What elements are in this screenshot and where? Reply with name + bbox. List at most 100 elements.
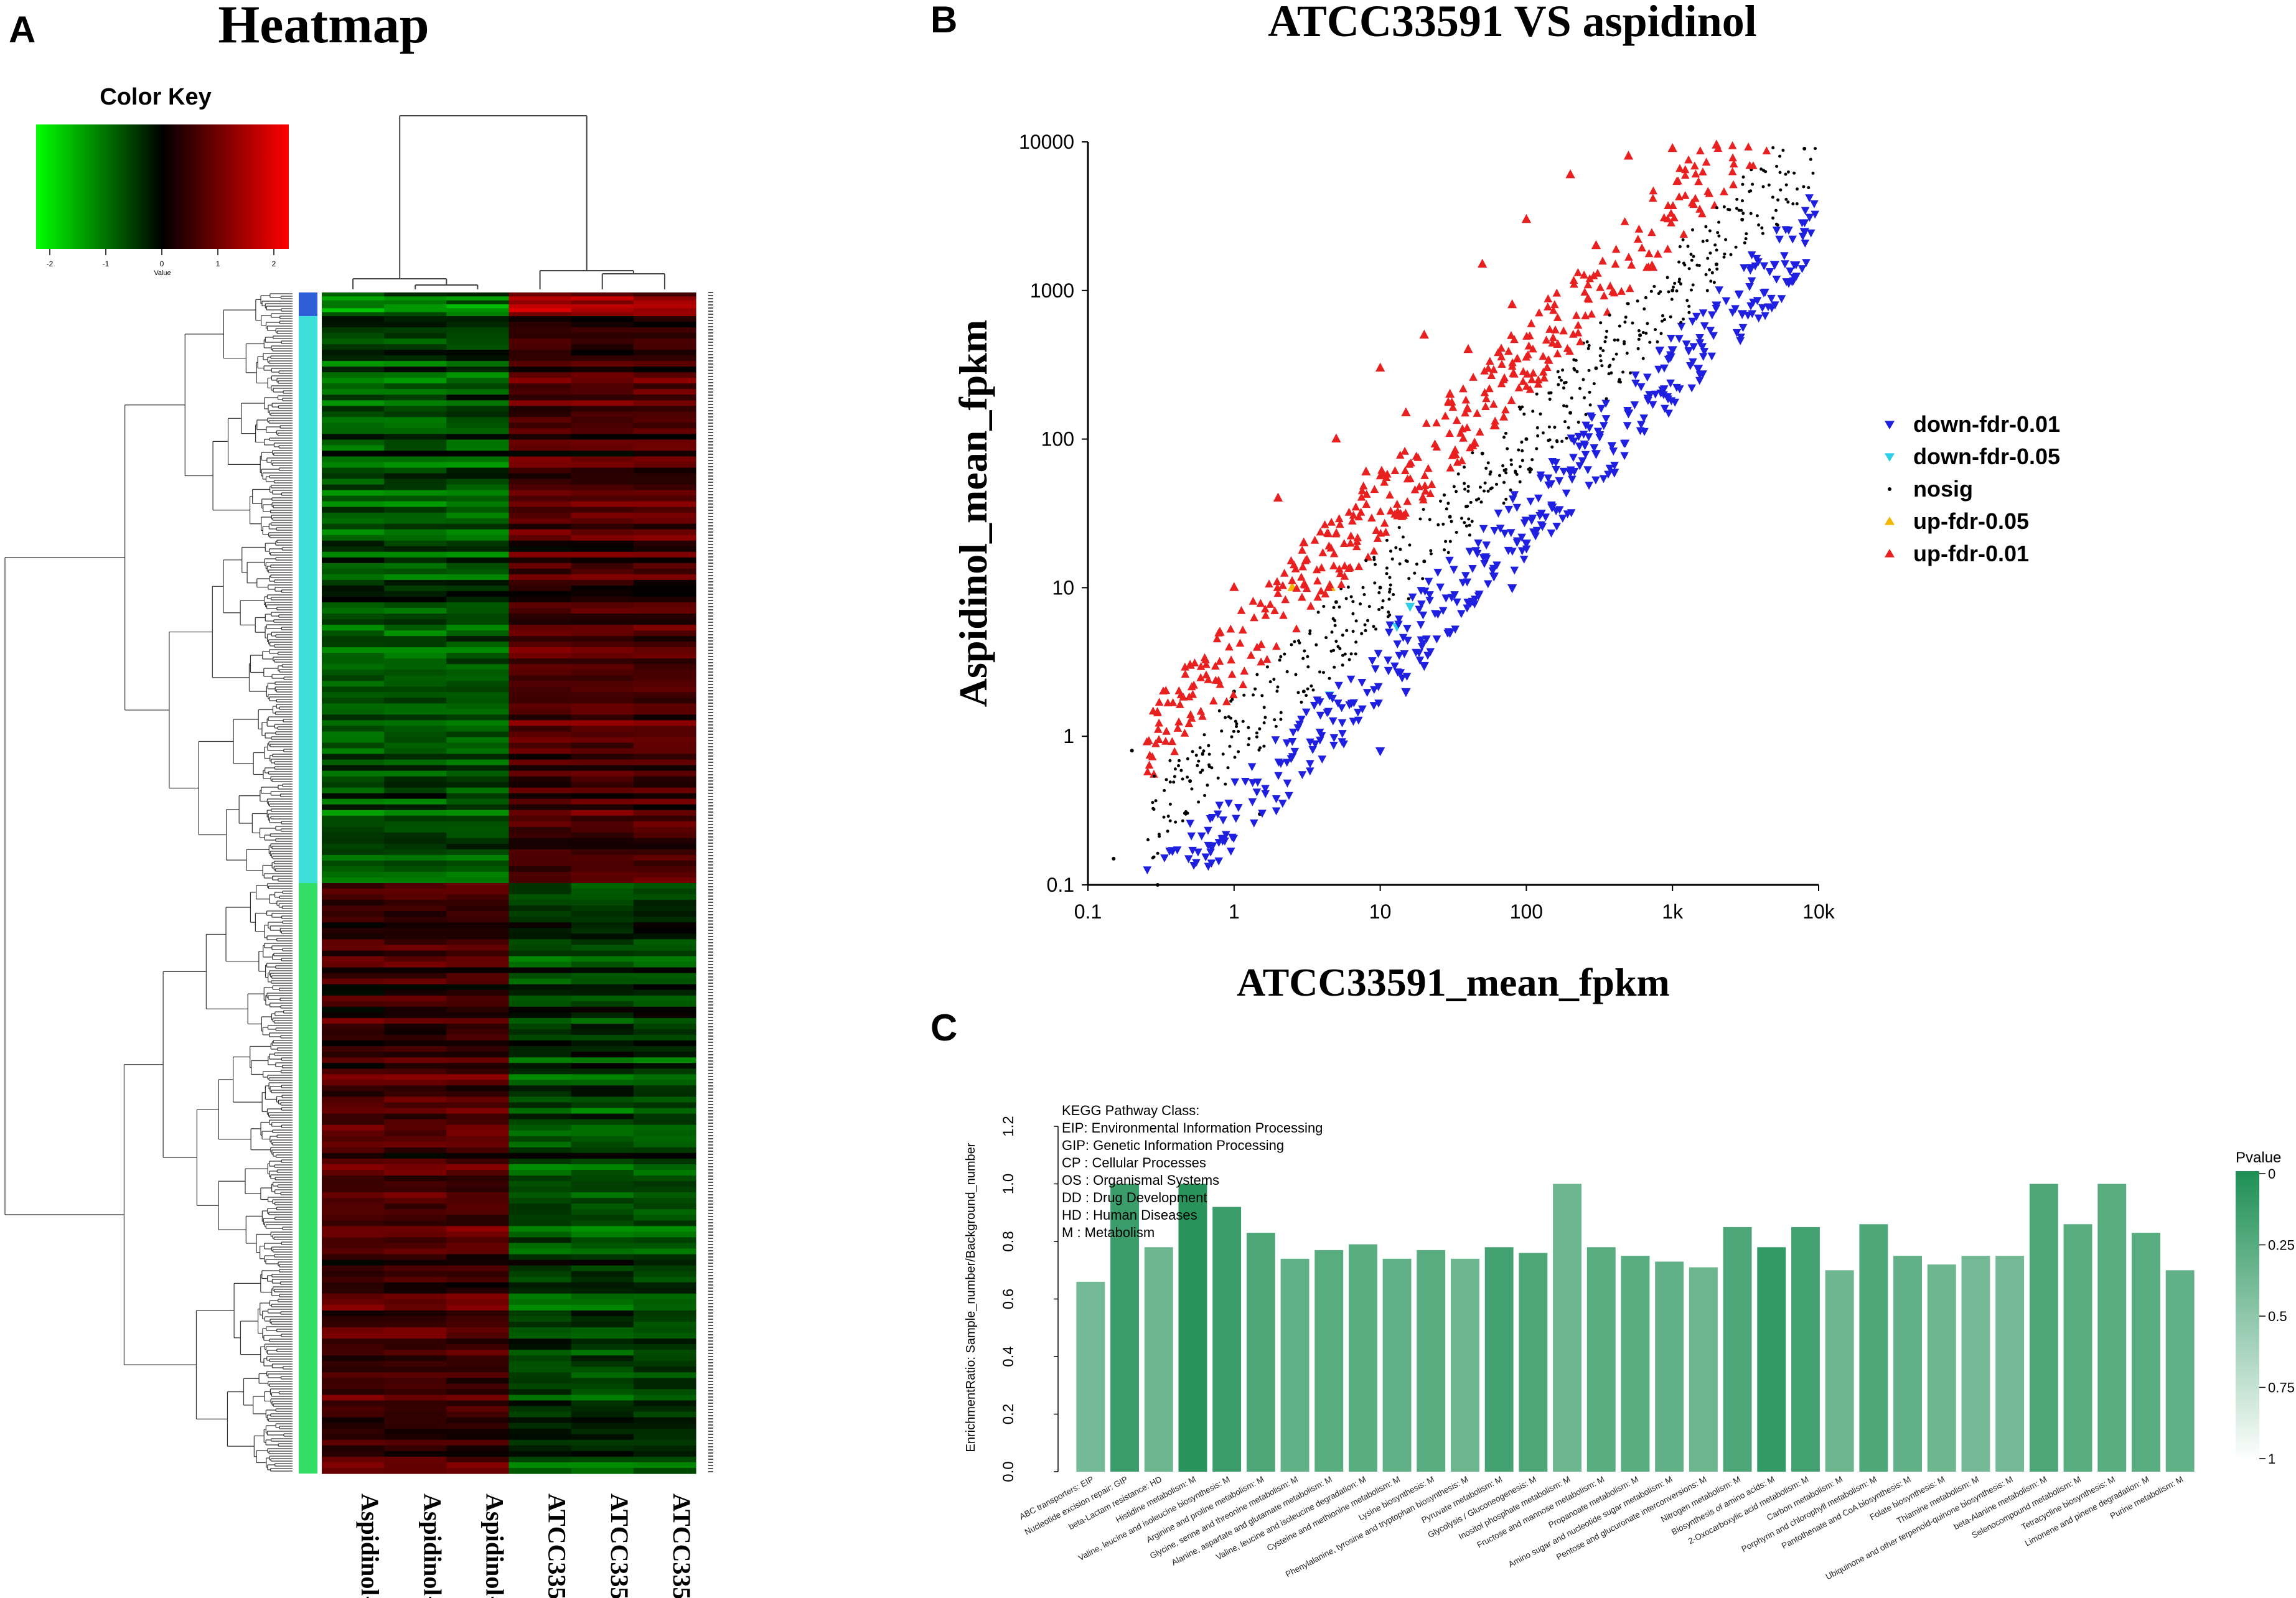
heatmap-cell: [633, 698, 696, 704]
heatmap-cell: [571, 670, 634, 676]
heatmap-cell: [633, 1462, 696, 1469]
scatter-point-nosig: [1322, 671, 1325, 675]
heatmap-cell: [571, 1462, 634, 1469]
scatter-point-up-fdr-0.01: [1359, 481, 1368, 490]
scatter-point-nosig: [1467, 517, 1471, 521]
heatmap-cell: [384, 1417, 447, 1424]
scatter-point-down-fdr-0.01: [1765, 268, 1774, 276]
heatmap-cell: [322, 585, 385, 592]
scatter-point-nosig: [1708, 268, 1712, 272]
scatter-point-nosig: [1217, 709, 1221, 713]
scatter-point-down-fdr-0.01: [1746, 302, 1755, 311]
heatmap-cell: [322, 1383, 385, 1390]
scatter-point-nosig: [1441, 522, 1445, 526]
heatmap-cell: [571, 1102, 634, 1109]
scatter-point-up-fdr-0.01: [1335, 564, 1344, 572]
scatter-point-nosig: [1501, 464, 1505, 467]
heatmap-cell: [633, 304, 696, 309]
heatmap-cell: [571, 832, 634, 839]
heatmap-cell: [508, 304, 572, 309]
heatmap-cell: [446, 1383, 510, 1390]
scatter-point-nosig: [1592, 382, 1596, 386]
heatmap-cell: [384, 1378, 447, 1384]
heatmap-cell: [508, 1372, 572, 1378]
heatmap-cell: [633, 1057, 696, 1063]
heatmap-cell: [633, 574, 696, 581]
scatter-point-down-fdr-0.01: [1648, 401, 1657, 409]
heatmap-cell: [384, 1299, 447, 1306]
heatmap-cell: [508, 1259, 572, 1266]
scatter-point-nosig: [1484, 467, 1488, 470]
scatter-point-down-fdr-0.01: [1792, 273, 1801, 281]
scatter-point-down-fdr-0.01: [1521, 540, 1532, 549]
scatter-point-nosig: [1341, 633, 1344, 637]
heatmap-cell: [508, 361, 572, 367]
scatter-point-down-fdr-0.01: [1595, 434, 1604, 442]
scatter-point-nosig: [1637, 337, 1641, 341]
scatter-point-nosig: [1517, 448, 1521, 452]
heatmap-cell: [322, 1198, 385, 1204]
scatter-point-up-fdr-0.01: [1459, 384, 1468, 393]
heatmap-cell: [508, 686, 572, 693]
bar-y-tick-label: 1.2: [1000, 1116, 1017, 1136]
scatter-point-nosig: [1346, 586, 1350, 589]
scatter-point-nosig: [1388, 576, 1392, 579]
heatmap-cell: [322, 1259, 385, 1266]
heatmap-cell: [508, 1017, 572, 1024]
scatter-point-down-fdr-0.01: [1643, 395, 1652, 403]
scatter-point-down-fdr-0.01: [1805, 194, 1814, 202]
heatmap-cell: [633, 535, 696, 541]
heatmap-cell: [322, 1372, 385, 1378]
heatmap-cell: [571, 967, 634, 974]
heatmap-cell: [571, 423, 634, 429]
scatter-point-down-fdr-0.01: [1241, 778, 1250, 786]
scatter-point-down-fdr-0.01: [1591, 476, 1600, 485]
scatter-point-nosig: [1360, 632, 1364, 635]
heatmap-cell: [571, 883, 634, 889]
scatter-point-nosig: [1279, 711, 1283, 714]
scatter-point-nosig: [1448, 540, 1452, 543]
scatter-point-nosig: [1604, 335, 1608, 339]
scatter-point-down-fdr-0.01: [1736, 337, 1745, 345]
scatter-point-nosig: [1380, 606, 1384, 609]
scatter-point-nosig: [1741, 212, 1745, 215]
heatmap-cell: [384, 720, 447, 726]
heatmap-cell: [571, 563, 634, 569]
scatter-point-down-fdr-0.01: [1482, 541, 1491, 550]
bar: [2132, 1233, 2160, 1472]
scatter-point-nosig: [1502, 502, 1506, 505]
scatter-point-nosig: [1394, 546, 1398, 549]
pvalue-ticks: 00.250.50.751: [2259, 1166, 2295, 1467]
scatter-point-down-fdr-0.01: [1552, 523, 1561, 531]
scatter-point-up-fdr-0.01: [1256, 599, 1265, 607]
heatmap-cell: [384, 1141, 447, 1148]
scatter-point-nosig: [1480, 451, 1484, 456]
scatter-point-up-fdr-0.01: [1445, 429, 1454, 437]
scatter-point-nosig: [1385, 538, 1389, 542]
heatmap-cell: [508, 692, 572, 698]
heatmap-cell: [446, 451, 510, 457]
scatter-point-down-fdr-0.01: [1490, 527, 1499, 535]
scatter-point-nosig: [1648, 340, 1652, 344]
heatmap-cell: [571, 1080, 634, 1086]
heatmap-cell: [446, 484, 510, 491]
bar: [1655, 1261, 1684, 1472]
heatmap-cell: [322, 1439, 385, 1446]
heatmap-cell: [446, 945, 510, 951]
heatmap-cell: [508, 1411, 572, 1418]
heatmap-cell: [384, 417, 447, 423]
heatmap-cell: [633, 406, 696, 412]
heatmap-cell: [322, 726, 385, 732]
scatter-point-up-fdr-0.01: [1452, 416, 1461, 424]
scatter-point-nosig: [1377, 608, 1381, 611]
scatter-point-up-fdr-0.01: [1250, 613, 1258, 622]
heatmap-cell: [322, 692, 385, 698]
heatmap-cell: [571, 1119, 634, 1126]
heatmap-cell: [571, 333, 634, 339]
heatmap-cell: [322, 1237, 385, 1243]
scatter-point-up-fdr-0.01: [1418, 492, 1427, 501]
heatmap-cell: [322, 614, 385, 620]
scatter-point-up-fdr-0.01: [1155, 698, 1164, 706]
scatter-point-down-fdr-0.01: [1371, 665, 1380, 673]
heatmap-cell: [384, 355, 447, 362]
